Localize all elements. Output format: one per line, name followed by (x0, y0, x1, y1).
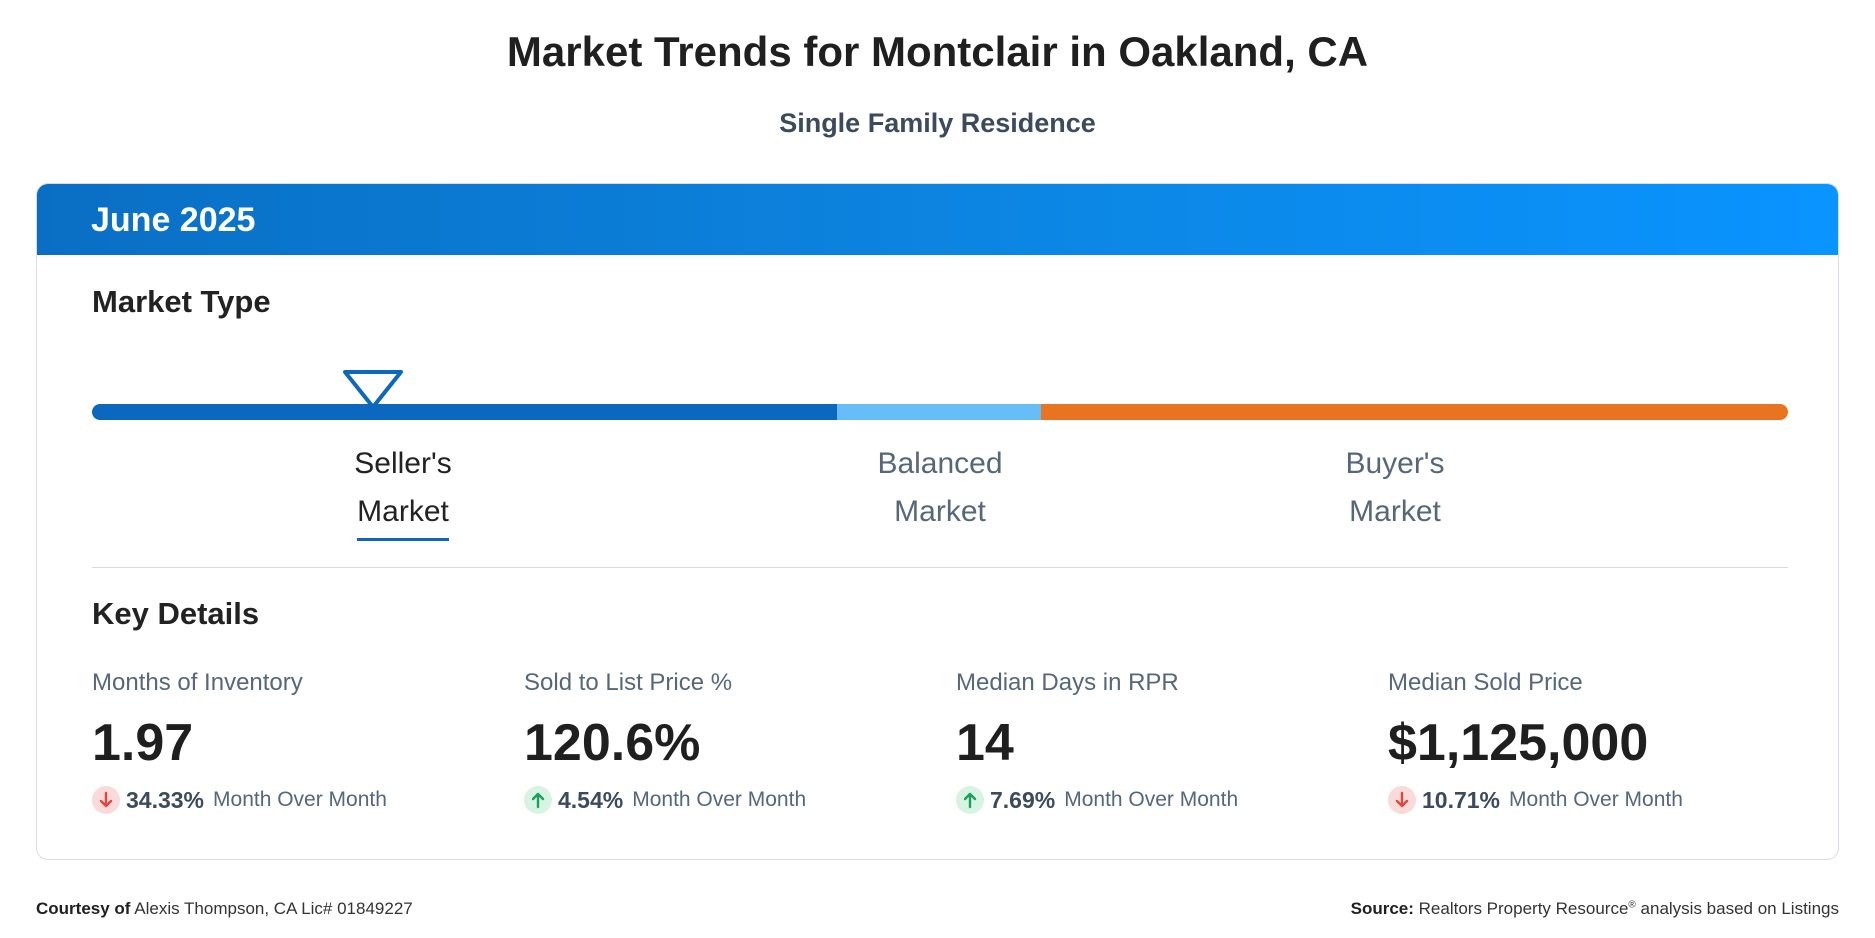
courtesy-label: Courtesy of (36, 899, 131, 918)
sellers-market-bar (92, 404, 837, 420)
metric-change: 34.33% Month Over Month (92, 785, 512, 815)
balanced-market-label: Balanced Market (820, 440, 1060, 536)
metric-change: 10.71% Month Over Month (1388, 785, 1808, 815)
buyers-market-label: Buyer's Market (1275, 440, 1515, 536)
arrow-down-icon (92, 786, 120, 814)
metric-value: 120.6% (524, 714, 701, 772)
balanced-market-bar (837, 404, 1041, 420)
metric-change-period: Month Over Month (1064, 788, 1239, 811)
metric-change-percent: 4.54% (558, 786, 624, 813)
metric-change: 4.54% Month Over Month (524, 785, 944, 815)
metric-median-sold-price: Median Sold Price $1,125,000 10.71% Mont… (1388, 669, 1808, 815)
metric-change: 7.69% Month Over Month (956, 785, 1376, 815)
metric-name: Median Days in RPR (956, 669, 1179, 696)
sellers-market-line2: Market (357, 488, 449, 541)
metric-sold-to-list-price: Sold to List Price % 120.6% 4.54% Month … (524, 669, 944, 815)
registered-mark: ® (1628, 899, 1636, 911)
buyers-market-line1: Buyer's (1345, 447, 1445, 480)
metric-change-period: Month Over Month (1509, 788, 1683, 811)
metric-value: 1.97 (92, 714, 194, 772)
metric-change-period: Month Over Month (213, 788, 387, 811)
buyers-market-bar (1041, 404, 1788, 420)
buyers-market-line2: Market (1349, 495, 1441, 528)
source-footer: Source: Realtors Property Resource® anal… (1351, 899, 1839, 919)
metric-value: 14 (956, 714, 1014, 772)
sellers-market-line1: Seller's (354, 447, 452, 480)
market-trends-card: June 2025 Market Type Seller's Market Ba… (36, 183, 1839, 860)
page-subtitle: Single Family Residence (779, 108, 1096, 138)
arrow-up-icon (524, 786, 552, 814)
metric-name: Months of Inventory (92, 669, 303, 696)
page-title: Market Trends for Montclair in Oakland, … (506, 28, 1369, 75)
metric-months-of-inventory: Months of Inventory 1.97 34.33% Month Ov… (92, 669, 512, 815)
metric-change-percent: 7.69% (990, 786, 1056, 813)
source-rest: analysis based on Listings (1640, 899, 1839, 918)
balanced-market-line2: Market (894, 495, 986, 528)
courtesy-footer: Courtesy of Alexis Thompson, CA Lic# 018… (36, 899, 413, 919)
metric-change-percent: 10.71% (1422, 786, 1501, 813)
section-divider (92, 567, 1788, 568)
metric-median-days-in-rpr: Median Days in RPR 14 7.69% Month Over M… (956, 669, 1376, 815)
source-name: Realtors Property Resource (1418, 899, 1629, 918)
arrow-down-icon (1388, 786, 1416, 814)
period-label: June 2025 (91, 201, 256, 239)
metric-name: Median Sold Price (1388, 669, 1583, 696)
metric-name: Sold to List Price % (524, 669, 733, 696)
key-details-heading: Key Details (92, 596, 260, 631)
courtesy-text: Alexis Thompson, CA Lic# 01849227 (134, 899, 413, 918)
sellers-market-label: Seller's Market (283, 440, 523, 541)
balanced-market-line1: Balanced (877, 447, 1003, 480)
metric-value: $1,125,000 (1388, 714, 1649, 772)
arrow-up-icon (956, 786, 984, 814)
metric-change-period: Month Over Month (632, 788, 807, 811)
metric-change-percent: 34.33% (126, 786, 205, 813)
source-label: Source: (1350, 899, 1414, 918)
market-type-heading: Market Type (92, 284, 271, 319)
market-position-marker-icon (343, 370, 403, 409)
card-header: June 2025 (37, 184, 1838, 255)
